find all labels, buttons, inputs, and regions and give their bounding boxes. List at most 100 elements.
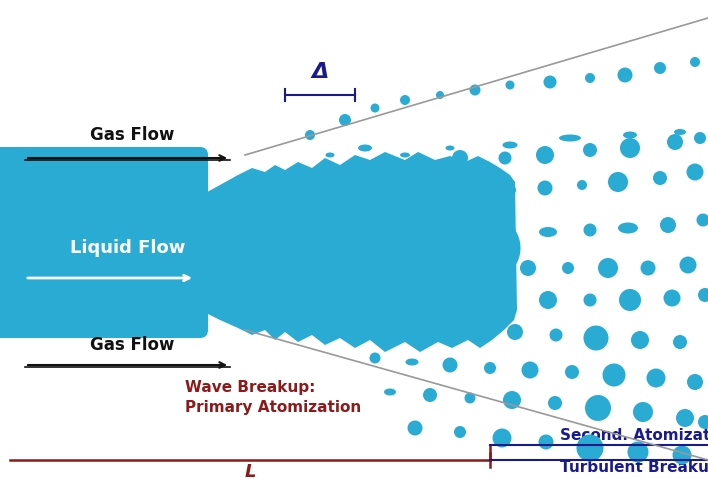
Ellipse shape	[673, 445, 692, 465]
Ellipse shape	[619, 289, 641, 311]
Ellipse shape	[336, 261, 345, 270]
Ellipse shape	[501, 294, 515, 302]
Ellipse shape	[504, 184, 516, 196]
Ellipse shape	[503, 391, 521, 409]
Ellipse shape	[687, 374, 703, 390]
Ellipse shape	[365, 191, 375, 199]
Text: Second. Atomization: Second. Atomization	[560, 428, 708, 443]
Ellipse shape	[608, 172, 628, 192]
Ellipse shape	[463, 293, 473, 303]
Ellipse shape	[384, 388, 396, 396]
Ellipse shape	[362, 218, 418, 278]
Ellipse shape	[694, 132, 706, 144]
Ellipse shape	[583, 224, 597, 237]
Ellipse shape	[360, 320, 370, 330]
Ellipse shape	[431, 286, 469, 314]
Ellipse shape	[315, 170, 325, 180]
Ellipse shape	[329, 194, 341, 205]
Ellipse shape	[503, 141, 518, 148]
Text: Turbulent Breakup: Turbulent Breakup	[560, 460, 708, 475]
Ellipse shape	[353, 290, 363, 300]
Ellipse shape	[498, 151, 511, 164]
Ellipse shape	[384, 157, 396, 168]
Text: Primary Atomization: Primary Atomization	[185, 400, 361, 415]
Ellipse shape	[687, 163, 704, 181]
Ellipse shape	[583, 326, 608, 351]
Ellipse shape	[465, 187, 475, 197]
Polygon shape	[200, 152, 517, 352]
Ellipse shape	[539, 227, 557, 237]
Ellipse shape	[539, 291, 557, 309]
Ellipse shape	[627, 442, 649, 463]
Ellipse shape	[522, 362, 539, 378]
Ellipse shape	[476, 220, 520, 275]
Ellipse shape	[673, 335, 687, 349]
Ellipse shape	[442, 357, 457, 373]
Ellipse shape	[464, 233, 472, 242]
Ellipse shape	[424, 232, 436, 244]
Text: Wave Breakup:: Wave Breakup:	[185, 380, 315, 395]
Ellipse shape	[408, 421, 423, 435]
Ellipse shape	[698, 288, 708, 302]
Ellipse shape	[507, 324, 523, 340]
Ellipse shape	[506, 80, 515, 90]
Ellipse shape	[585, 73, 595, 83]
Ellipse shape	[441, 264, 455, 272]
Ellipse shape	[537, 181, 552, 195]
Ellipse shape	[445, 146, 455, 150]
Ellipse shape	[549, 329, 562, 342]
Ellipse shape	[617, 68, 632, 82]
Ellipse shape	[339, 114, 351, 126]
Ellipse shape	[348, 161, 362, 174]
Ellipse shape	[471, 327, 481, 338]
Ellipse shape	[452, 150, 468, 166]
Ellipse shape	[400, 152, 410, 158]
Ellipse shape	[697, 214, 708, 227]
Ellipse shape	[667, 134, 683, 150]
Ellipse shape	[676, 409, 694, 427]
Ellipse shape	[646, 368, 666, 388]
Ellipse shape	[598, 258, 618, 278]
Ellipse shape	[653, 171, 667, 185]
Ellipse shape	[423, 292, 437, 305]
Ellipse shape	[548, 396, 562, 410]
Ellipse shape	[663, 289, 680, 307]
Ellipse shape	[387, 292, 399, 298]
Ellipse shape	[436, 91, 444, 99]
Ellipse shape	[583, 294, 597, 307]
Ellipse shape	[423, 388, 437, 402]
Ellipse shape	[415, 216, 475, 281]
Ellipse shape	[690, 57, 700, 67]
Ellipse shape	[680, 256, 697, 274]
Ellipse shape	[674, 129, 686, 135]
Ellipse shape	[454, 426, 466, 438]
Ellipse shape	[396, 193, 404, 197]
Ellipse shape	[583, 143, 597, 157]
Ellipse shape	[565, 365, 579, 379]
Ellipse shape	[660, 217, 676, 233]
Ellipse shape	[416, 153, 425, 162]
Ellipse shape	[544, 76, 556, 89]
Ellipse shape	[322, 254, 338, 270]
Ellipse shape	[406, 358, 418, 365]
Ellipse shape	[576, 434, 603, 461]
Ellipse shape	[358, 145, 372, 151]
Ellipse shape	[698, 415, 708, 429]
Ellipse shape	[400, 95, 410, 105]
Ellipse shape	[539, 434, 554, 449]
Ellipse shape	[370, 103, 379, 113]
Ellipse shape	[350, 236, 360, 244]
Ellipse shape	[654, 62, 666, 74]
FancyBboxPatch shape	[0, 147, 208, 338]
Ellipse shape	[503, 228, 517, 242]
Ellipse shape	[431, 323, 445, 337]
Ellipse shape	[394, 324, 406, 331]
Ellipse shape	[633, 402, 653, 422]
Ellipse shape	[369, 259, 381, 271]
Ellipse shape	[618, 223, 638, 233]
Ellipse shape	[428, 188, 442, 196]
Text: Gas Flow: Gas Flow	[90, 336, 174, 354]
Ellipse shape	[384, 235, 396, 241]
Ellipse shape	[577, 180, 587, 190]
Text: Gas Flow: Gas Flow	[90, 126, 174, 144]
